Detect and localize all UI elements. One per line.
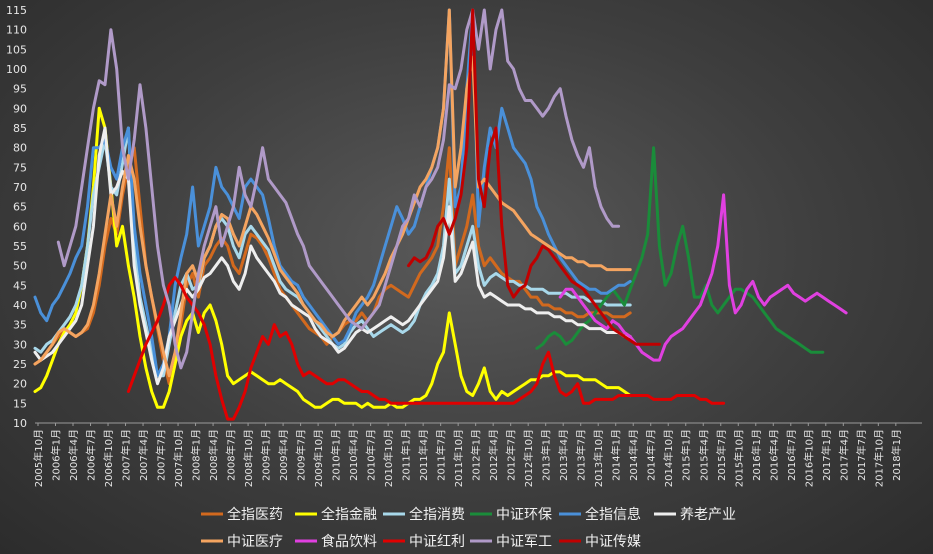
x-tick-label: 2010年7月 xyxy=(365,429,378,481)
x-tick-label: 2008年7月 xyxy=(225,429,238,481)
y-axis: 10 15 20 25 30 35 40 45 50 55 60 65 70 75 80 85 90 95 100 1… xyxy=(6,4,27,430)
x-axis: 2005年10月 2006年1月 2006年4月 2006年7月 2006年10月 200… xyxy=(32,422,922,487)
x-tick-label: 2005年10月 xyxy=(32,429,45,487)
x-tick-label: 2010年4月 xyxy=(347,429,360,481)
y-tick-label: 20 xyxy=(13,378,27,391)
x-tick-label: 2017年7月 xyxy=(855,429,868,481)
series-line-5 xyxy=(33,126,632,386)
legend-label: 全指消费 xyxy=(409,506,465,523)
x-tick-label: 2007年1月 xyxy=(120,429,133,481)
y-tick-label: 80 xyxy=(13,142,27,155)
legend-label: 中证军工 xyxy=(496,534,552,550)
x-tick-label: 2013年1月 xyxy=(540,429,553,481)
x-tick-label: 2007年4月 xyxy=(137,429,150,481)
y-tick-label: 110 xyxy=(6,24,27,37)
x-tick-label: 2016年10月 xyxy=(802,429,815,487)
x-tick-label: 2011年4月 xyxy=(417,429,430,481)
legend-label: 中证医疗 xyxy=(227,534,283,550)
series-line-6 xyxy=(33,8,632,378)
y-tick-label: 100 xyxy=(6,63,27,76)
series-line-8 xyxy=(126,276,726,421)
y-tick-label: 35 xyxy=(13,319,27,332)
x-tick-label: 2017年1月 xyxy=(820,429,833,481)
y-tick-label: 55 xyxy=(13,240,27,253)
x-tick-label: 2010年1月 xyxy=(330,429,343,481)
legend-label: 食品饮料 xyxy=(321,533,377,550)
x-tick-label: 2018年1月 xyxy=(890,429,903,481)
y-tick-label: 90 xyxy=(13,102,27,115)
x-tick-label: 2016年1月 xyxy=(750,429,763,481)
x-tick-label: 2015年7月 xyxy=(715,429,728,481)
y-tick-label: 40 xyxy=(13,299,27,312)
x-tick-label: 2016年7月 xyxy=(785,429,798,481)
y-tick-label: 105 xyxy=(6,43,27,56)
legend-label: 中证红利 xyxy=(409,534,465,550)
y-tick-label: 45 xyxy=(13,279,27,292)
legend-label: 中证传媒 xyxy=(585,534,641,550)
x-tick-label: 2009年4月 xyxy=(277,429,290,481)
y-tick-label: 115 xyxy=(6,4,27,17)
legend-label: 全指金融 xyxy=(321,506,377,523)
x-tick-label: 2012年7月 xyxy=(505,429,518,481)
x-tick-label: 2015年1月 xyxy=(680,429,693,481)
y-tick-label: 75 xyxy=(13,161,27,174)
legend-label: 中证环保 xyxy=(496,507,552,523)
x-tick-label: 2006年1月 xyxy=(50,429,63,481)
y-tick-label: 70 xyxy=(13,181,27,194)
legend-label: 养老产业 xyxy=(680,507,736,523)
legend-label: 全指医药 xyxy=(227,506,283,523)
x-tick-label: 2012年4月 xyxy=(487,429,500,481)
x-tick-label: 2017年10月 xyxy=(872,429,885,487)
legend-label: 全指信息 xyxy=(585,506,641,523)
x-tick-label: 2011年7月 xyxy=(435,429,448,481)
x-tick-label: 2016年4月 xyxy=(767,429,780,481)
x-tick-label: 2008年1月 xyxy=(190,429,203,481)
y-tick-label: 30 xyxy=(13,338,27,351)
x-tick-label: 2008年10月 xyxy=(242,429,255,487)
x-tick-label: 2017年4月 xyxy=(837,429,850,481)
y-tick-label: 25 xyxy=(13,358,27,371)
x-tick-label: 2014年10月 xyxy=(662,429,675,487)
x-tick-label: 2007年10月 xyxy=(172,429,185,487)
y-tick-label: 85 xyxy=(13,122,27,135)
y-tick-label: 50 xyxy=(13,260,27,273)
x-tick-label: 2010年10月 xyxy=(382,429,395,487)
x-tick-label: 2015年4月 xyxy=(697,429,710,481)
x-tick-label: 2009年10月 xyxy=(312,429,325,487)
y-tick-label: 65 xyxy=(13,201,27,214)
x-tick-label: 2009年7月 xyxy=(295,429,308,481)
x-tick-label: 2009年1月 xyxy=(260,429,273,481)
series-line-1 xyxy=(33,106,632,409)
x-tick-label: 2014年4月 xyxy=(627,429,640,481)
y-tick-label: 60 xyxy=(13,220,27,233)
x-tick-label: 2015年10月 xyxy=(732,429,745,487)
x-tick-label: 2008年4月 xyxy=(207,429,220,481)
x-tick-label: 2012年10月 xyxy=(522,429,535,487)
y-tick-label: 15 xyxy=(13,397,27,410)
y-tick-label: 10 xyxy=(13,417,27,430)
series-line-7 xyxy=(558,193,848,362)
plot-area xyxy=(33,8,848,421)
x-tick-label: 2006年10月 xyxy=(102,429,115,487)
x-tick-label: 2006年4月 xyxy=(67,429,80,481)
x-tick-label: 2011年1月 xyxy=(400,429,413,481)
x-tick-label: 2013年7月 xyxy=(575,429,588,481)
x-tick-label: 2011年10月 xyxy=(452,429,465,487)
x-tick-label: 2007年7月 xyxy=(155,429,168,481)
x-tick-label: 2013年10月 xyxy=(592,429,605,487)
y-tick-label: 95 xyxy=(13,83,27,96)
x-tick-label: 2006年7月 xyxy=(85,429,98,481)
series-line-9 xyxy=(56,8,621,370)
series-line-10 xyxy=(407,8,661,346)
x-tick-label: 2013年4月 xyxy=(557,429,570,481)
x-tick-label: 2014年7月 xyxy=(645,429,658,481)
series-line-3 xyxy=(535,146,825,354)
x-tick-label: 2014年1月 xyxy=(610,429,623,481)
x-tick-label: 2012年1月 xyxy=(470,429,483,481)
